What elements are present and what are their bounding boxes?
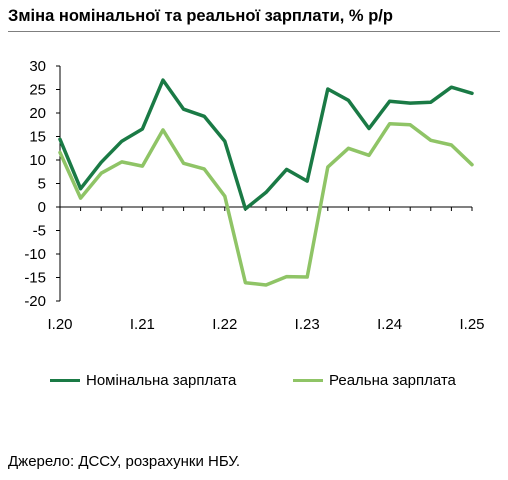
source-note: Джерело: ДССУ, розрахунки НБУ. [8,453,241,470]
y-tick-label: 25 [29,82,46,99]
legend-item-nominal: Номінальна зарплата [50,372,236,389]
title-divider [8,31,500,32]
x-tick-label: I.21 [130,316,155,333]
series-line-nominal [58,78,474,211]
y-tick-label: 5 [38,176,46,193]
x-tick-label: I.24 [377,316,402,333]
x-tick-label: I.20 [47,316,72,333]
x-tick-label: I.25 [459,316,484,333]
x-tick-label: I.23 [295,316,320,333]
y-tick-label: 30 [29,58,46,75]
y-tick-label: -10 [24,246,46,263]
y-tick-label: 20 [29,105,46,122]
legend-label-nominal: Номінальна зарплата [86,372,237,389]
y-tick-label: 0 [38,199,46,216]
line-chart: 30 25 20 15 10 5 0 -5 -10 -15 -20I.20 I.21 I.22 I.23 I… [24,58,484,333]
y-tick-label: -20 [24,293,46,310]
series-line-real [58,122,474,287]
legend-label-real: Реальна зарплата [329,372,456,389]
y-tick-label: 10 [29,152,46,169]
y-tick-label: -15 [24,270,46,287]
legend-swatch-nominal [50,379,80,382]
y-tick-label: 15 [29,129,46,146]
chart-title: Зміна номінальної та реальної зарплати, … [8,7,393,25]
x-tick-label: I.22 [212,316,237,333]
legend-item-real: Реальна зарплата [293,372,456,389]
legend: Номінальна зарплата Реальна зарплата [0,372,508,392]
y-tick-label: -5 [33,223,46,240]
legend-swatch-real [293,379,323,382]
